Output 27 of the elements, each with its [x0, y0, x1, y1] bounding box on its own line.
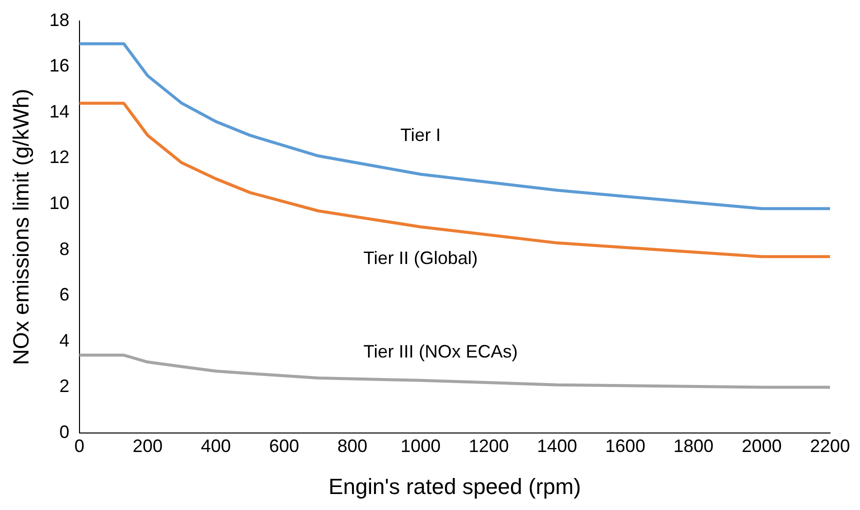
y-tick-label: 2: [59, 376, 70, 396]
y-tick-label: 10: [49, 192, 70, 213]
x-tick-label: 2200: [810, 436, 850, 456]
x-tick-label: 1800: [674, 436, 714, 456]
series-label: Tier III (NOx ECAs): [363, 341, 518, 362]
y-tick-label: 12: [49, 147, 70, 168]
x-tick-label: 800: [337, 436, 368, 456]
x-tick-label: 2000: [742, 436, 782, 456]
x-axis-title: Engin's rated speed (rpm): [328, 474, 581, 499]
x-tick-label: 600: [269, 436, 300, 456]
x-tick-label: 400: [200, 436, 231, 456]
y-tick-label: 14: [49, 101, 70, 122]
y-axis-title: NOx emissions limit (g/kWh): [8, 88, 34, 366]
x-tick-label: 1000: [400, 436, 441, 456]
y-tick-label: 4: [59, 330, 70, 350]
x-tick-label: 1200: [468, 436, 509, 456]
y-tick-label: 8: [59, 238, 70, 259]
y-tick-label: 0: [59, 422, 70, 442]
y-tick-label: 16: [49, 56, 70, 76]
series-label: Tier I: [400, 125, 441, 146]
y-tick-label: 6: [59, 284, 70, 305]
series-label: Tier II (Global): [363, 248, 478, 268]
x-tick-label: 1400: [537, 436, 578, 456]
y-tick-label: 18: [49, 10, 70, 30]
x-tick-label: 0: [74, 436, 84, 456]
x-tick-label: 200: [132, 436, 163, 456]
x-tick-label: 1600: [605, 436, 646, 456]
